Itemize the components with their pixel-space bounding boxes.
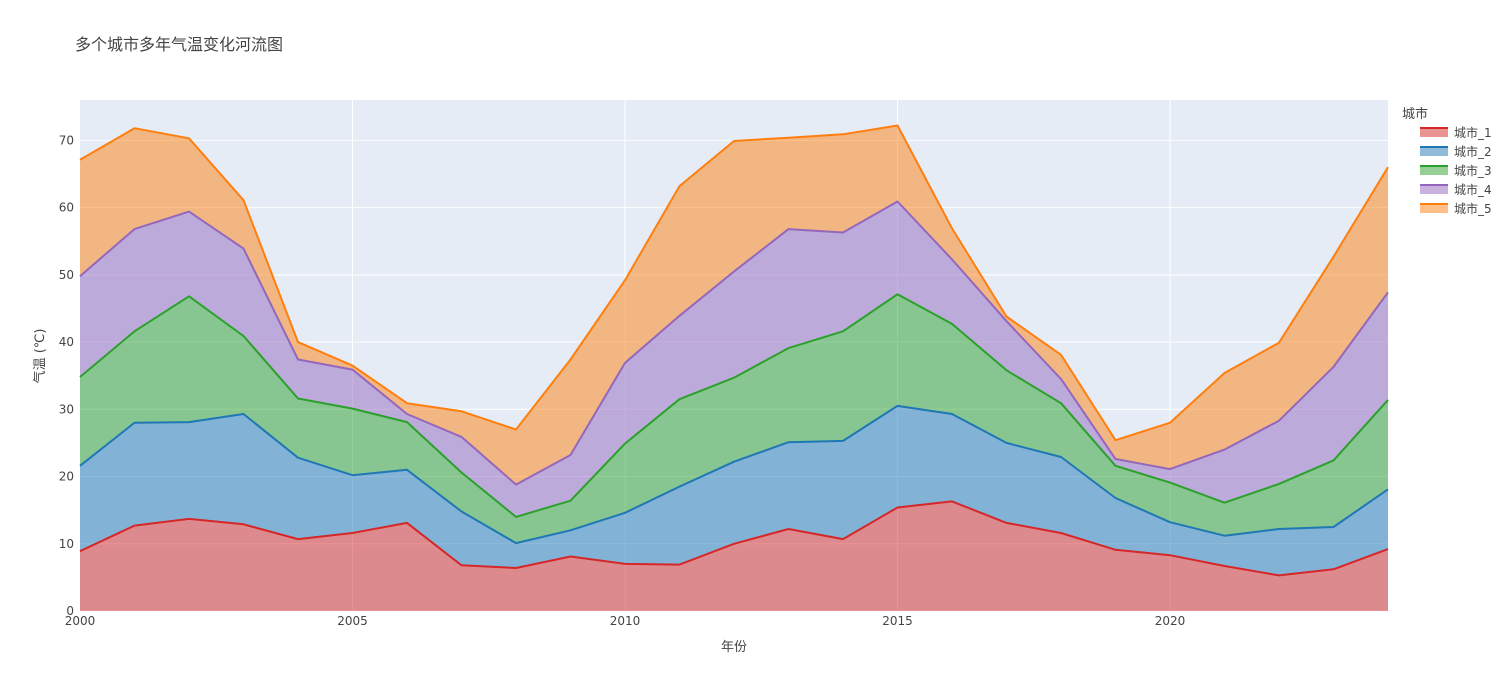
legend: 城市 城市_1 城市_2 城市_3 城市_4 城市_5 <box>1402 106 1492 216</box>
legend-label: 城市_4 <box>1454 182 1492 197</box>
y-tick-label: 30 <box>59 402 74 416</box>
y-axis-ticks: 0 10 20 30 40 50 60 70 <box>59 133 74 618</box>
y-tick-label: 40 <box>59 335 74 349</box>
legend-item-1[interactable]: 城市_1 <box>1420 125 1492 140</box>
y-tick-label: 0 <box>66 604 74 618</box>
line-series-2 <box>79 404 1389 545</box>
legend-item-2[interactable]: 城市_2 <box>1420 144 1492 159</box>
x-axis-title: 年份 <box>721 640 747 655</box>
y-tick-label: 70 <box>59 133 74 147</box>
legend-label: 城市_3 <box>1454 163 1492 178</box>
area-series-4 <box>80 201 1388 517</box>
legend-swatch <box>1420 128 1448 137</box>
x-tick-label: 2020 <box>1155 614 1186 628</box>
y-axis-title: 气温 (℃) <box>32 329 48 384</box>
line-series-3 <box>79 293 1389 518</box>
line-series-1 <box>79 500 1389 577</box>
legend-swatch <box>1420 185 1448 194</box>
legend-label: 城市_1 <box>1454 125 1492 140</box>
area-series-3 <box>80 294 1388 544</box>
line-series-4 <box>79 200 1389 486</box>
legend-item-3[interactable]: 城市_3 <box>1420 163 1492 178</box>
x-tick-label: 2015 <box>882 614 913 628</box>
legend-title: 城市 <box>1402 106 1428 122</box>
chart-title: 多个城市多年气温变化河流图 <box>75 35 283 54</box>
legend-item-5[interactable]: 城市_5 <box>1420 201 1492 216</box>
y-tick-label: 20 <box>59 470 74 484</box>
legend-label: 城市_2 <box>1454 144 1492 159</box>
legend-swatch <box>1420 204 1448 213</box>
legend-swatch <box>1420 147 1448 156</box>
legend-swatch <box>1420 166 1448 175</box>
area-series-1 <box>80 501 1388 611</box>
y-tick-label: 50 <box>59 268 74 282</box>
legend-item-4[interactable]: 城市_4 <box>1420 182 1492 197</box>
x-tick-label: 2010 <box>610 614 641 628</box>
area-series-2 <box>80 405 1388 576</box>
x-axis-ticks: 2000 2005 2010 2015 2020 <box>65 614 1186 628</box>
legend-label: 城市_5 <box>1454 201 1492 216</box>
x-tick-label: 2000 <box>65 614 96 628</box>
area-series-5 <box>80 125 1388 485</box>
x-tick-label: 2005 <box>337 614 368 628</box>
y-tick-label: 60 <box>59 201 74 215</box>
y-tick-label: 10 <box>59 537 74 551</box>
line-series-5 <box>79 124 1389 442</box>
series-lines <box>79 124 1389 577</box>
series-areas <box>80 125 1388 611</box>
